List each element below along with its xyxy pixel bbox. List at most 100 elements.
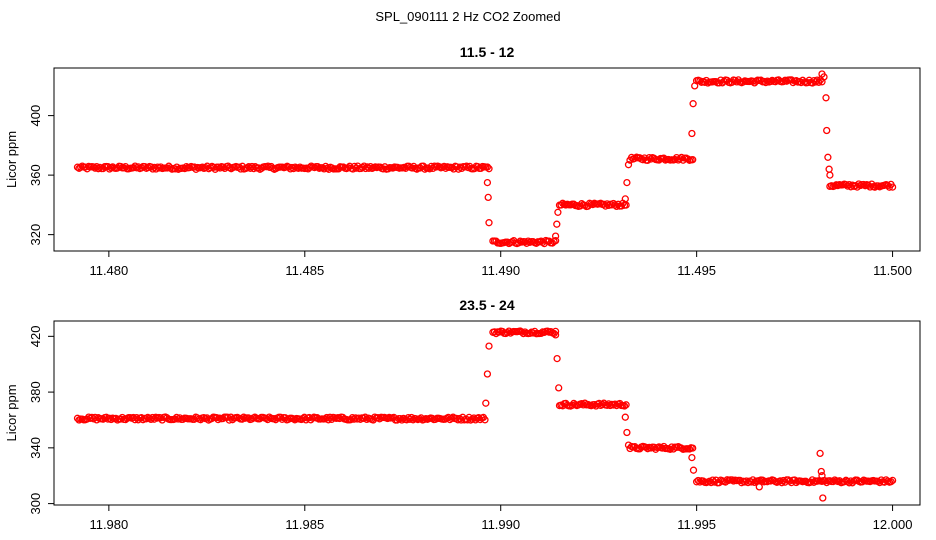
data-point <box>483 163 492 171</box>
data-point <box>448 163 456 172</box>
data-point <box>398 416 406 424</box>
x-tick-label: 11.995 <box>677 517 716 532</box>
data-point <box>689 444 697 452</box>
data-point <box>481 416 489 424</box>
y-axis-label: Licor ppm <box>4 384 19 441</box>
data-point <box>762 78 770 87</box>
data-point <box>688 129 696 138</box>
data-point <box>384 165 392 173</box>
data-point <box>684 155 692 163</box>
data-point <box>344 164 352 172</box>
x-tick-label: 11.980 <box>89 517 128 532</box>
data-point <box>645 153 653 162</box>
data-point <box>214 415 222 424</box>
data-point <box>551 232 560 240</box>
panel-title: 11.5 - 12 <box>460 44 515 60</box>
y-tick-label: 380 <box>28 381 43 403</box>
y-tick-label: 320 <box>28 224 43 246</box>
data-point <box>483 370 492 378</box>
data-point <box>94 165 102 173</box>
figure-title: SPL_090111 2 Hz CO2 Zoomed <box>375 9 561 24</box>
data-point <box>710 478 718 486</box>
chart-panel-1: 11.5 - 12 Licor ppm 11.480 11.485 11.490 11.4… <box>4 44 921 278</box>
data-points <box>73 70 897 248</box>
data-point <box>524 237 532 245</box>
data-point <box>624 161 633 169</box>
plot-frame <box>53 320 921 506</box>
data-point <box>779 77 788 86</box>
data-point <box>503 328 511 337</box>
data-point <box>77 163 85 171</box>
data-point <box>551 237 560 245</box>
data-point <box>817 467 825 476</box>
data-point <box>864 181 873 189</box>
data-point <box>818 472 826 480</box>
data-point <box>73 414 82 422</box>
data-point <box>820 73 828 81</box>
x-tick-label: 11.990 <box>481 517 520 532</box>
data-points <box>73 327 897 502</box>
data-point <box>518 328 526 336</box>
data-point <box>484 193 492 202</box>
y-tick-label: 300 <box>28 493 43 515</box>
data-point <box>810 478 818 486</box>
data-point <box>421 165 429 173</box>
data-point <box>553 354 561 363</box>
data-point <box>816 449 824 458</box>
x-tick-label: 11.490 <box>481 263 520 278</box>
data-point <box>720 77 728 85</box>
data-point <box>644 445 652 453</box>
data-point <box>314 163 322 171</box>
data-point <box>786 477 794 485</box>
data-point <box>198 163 207 171</box>
data-point <box>447 414 456 422</box>
data-point <box>755 483 763 491</box>
data-point <box>483 178 492 187</box>
data-point <box>845 479 853 487</box>
data-point <box>888 476 897 485</box>
y-tick-label: 340 <box>28 437 43 459</box>
data-point <box>819 494 827 502</box>
data-point <box>888 183 897 191</box>
panel-title: 23.5 - 24 <box>459 297 514 313</box>
data-point <box>671 155 679 164</box>
x-tick-label: 11.480 <box>89 263 128 278</box>
data-point <box>485 219 493 227</box>
y-tick-label: 420 <box>28 325 43 347</box>
data-point <box>639 156 647 164</box>
data-point <box>802 477 810 485</box>
y-axis-label: Licor ppm <box>4 131 19 188</box>
plot-frame <box>53 67 921 252</box>
data-point <box>826 171 834 179</box>
data-point <box>554 208 562 216</box>
data-point <box>691 82 699 90</box>
data-point <box>731 76 739 85</box>
y-tick-label: 360 <box>28 164 43 186</box>
data-point <box>623 428 631 437</box>
data-point <box>685 445 694 453</box>
x-tick-label: 11.500 <box>873 263 912 278</box>
data-point <box>276 413 285 421</box>
data-point <box>623 178 631 187</box>
x-tick-label: 11.985 <box>285 517 324 532</box>
data-point <box>621 195 629 203</box>
data-point <box>624 441 633 449</box>
y-tick-label: 400 <box>28 105 43 127</box>
x-tick-label: 12.000 <box>873 517 913 532</box>
data-point <box>365 164 373 172</box>
data-point <box>621 413 629 421</box>
chart-panel-2: 23.5 - 24 Licor ppm 11.980 11.985 11.990 11.9… <box>4 297 921 532</box>
data-point <box>553 220 561 228</box>
data-point <box>825 165 833 173</box>
data-point <box>620 402 629 410</box>
data-point <box>474 414 483 422</box>
data-point <box>742 477 751 485</box>
x-tick-label: 11.485 <box>285 263 324 278</box>
data-point <box>689 100 697 108</box>
data-point <box>689 156 697 164</box>
data-point <box>485 342 493 350</box>
data-point <box>823 126 831 135</box>
data-point <box>795 77 804 86</box>
